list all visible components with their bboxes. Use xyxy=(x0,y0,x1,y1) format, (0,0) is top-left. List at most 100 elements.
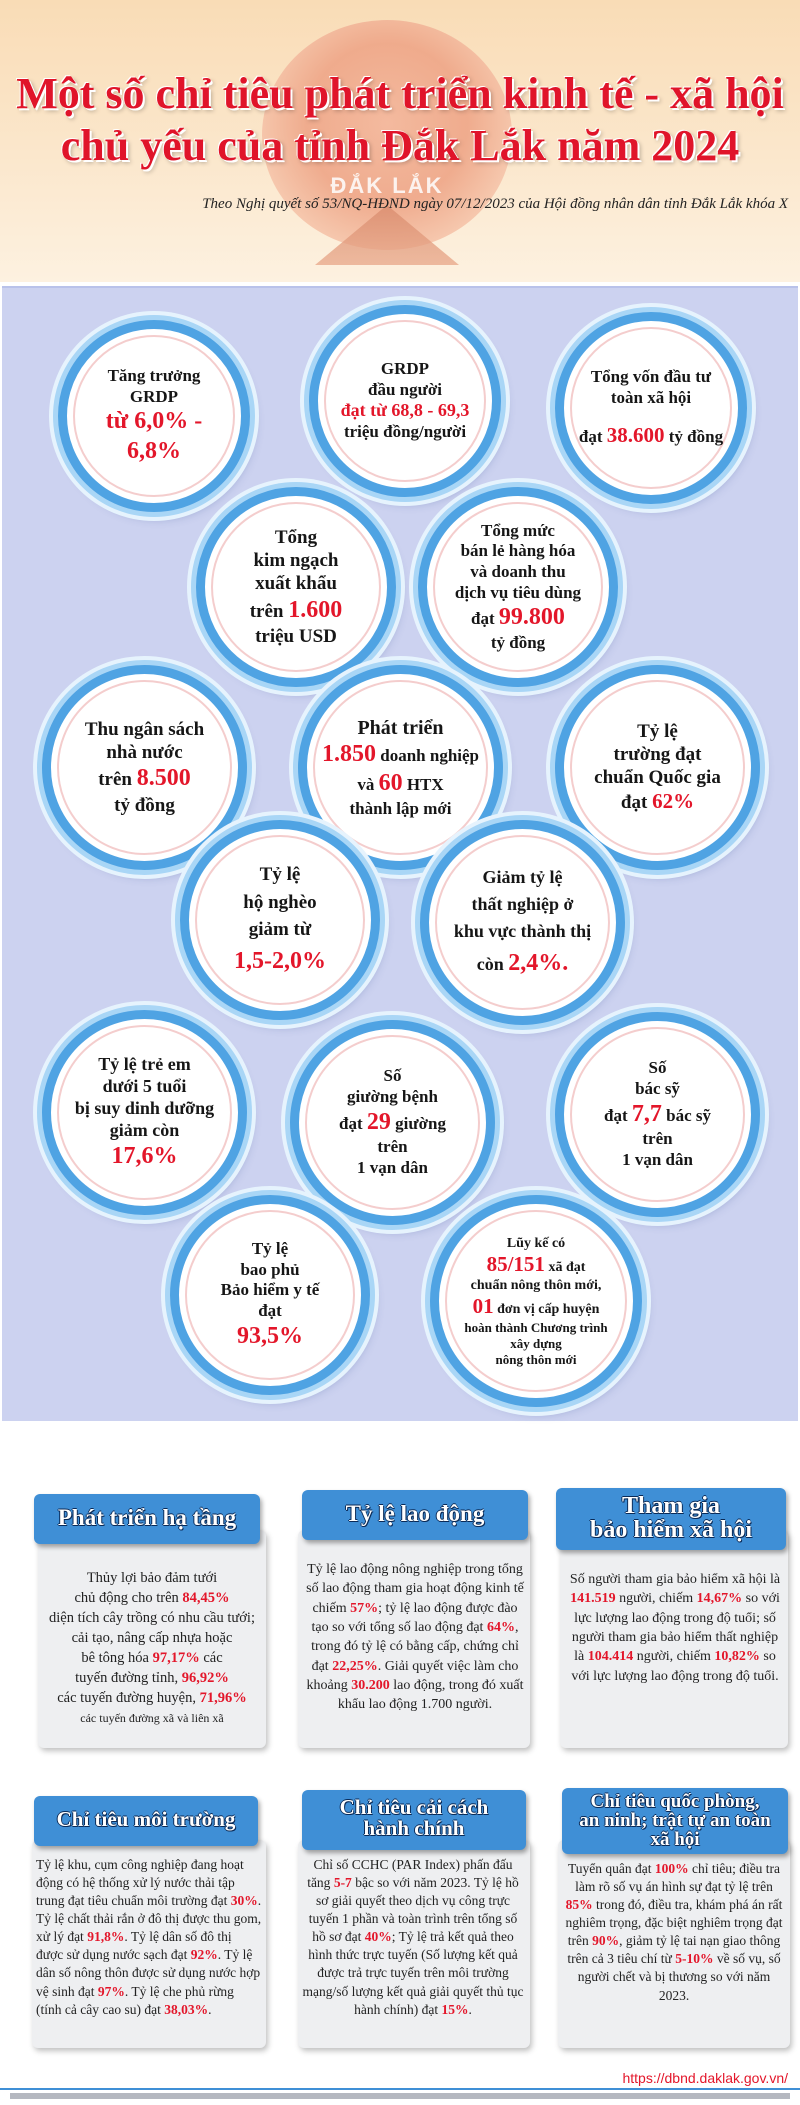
page-subtitle: Theo Nghị quyết số 53/NQ-HĐND ngày 07/12… xyxy=(202,196,788,212)
source-link[interactable]: https://dbnd.daklak.gov.vn/ xyxy=(622,2070,788,2086)
value: 90% xyxy=(592,1933,620,1949)
indicator-poverty: Tỷ lệ hộ nghèo giảm từ 1,5-2,0% xyxy=(180,820,380,1020)
text: . Tỷ lệ che phủ rừng (tính cả cây cao su… xyxy=(36,1983,234,2017)
text: các tuyến đường huyện, xyxy=(57,1690,200,1706)
label: Bảo hiểm y tế xyxy=(220,1280,320,1300)
label: Thu ngân sách xyxy=(84,719,205,741)
label: hộ nghèo xyxy=(243,891,317,913)
indicator-malnutrition: Tỷ lệ trẻ em dưới 5 tuổi bị suy dinh dưỡ… xyxy=(42,1010,247,1215)
indicator-grdp-growth: Tăng trưởng GRDP từ 6,0% - 6,8% xyxy=(58,320,250,512)
label: Tỷ lệ trẻ em xyxy=(98,1053,191,1074)
prefix: còn xyxy=(476,954,504,974)
value: 96,92% xyxy=(181,1670,229,1686)
value: 01 xyxy=(472,1294,494,1319)
unit: HTX xyxy=(406,775,444,795)
indicator-grdp-per-capita: GRDP đầu người đạt từ 68,8 - 69,3 triệu … xyxy=(309,305,501,497)
value: 93,5% xyxy=(237,1322,303,1349)
value: 97% xyxy=(97,1983,125,1999)
value: 5-10% xyxy=(675,1951,714,1967)
unit: triệu đồng/người xyxy=(343,422,467,442)
footer-divider xyxy=(0,2088,800,2090)
value: 71,96% xyxy=(199,1690,247,1706)
label: GRDP xyxy=(129,386,179,406)
label: Tỷ lệ xyxy=(251,1238,289,1258)
unit: tỷ đồng xyxy=(114,794,175,816)
value: 1.600 xyxy=(288,596,343,623)
prefix: đạt xyxy=(471,609,495,629)
text: người, chiếm xyxy=(615,1591,697,1607)
section-text: Tỷ lệ lao động nông nghiệp trong tổng số… xyxy=(306,1560,524,1715)
label: toàn xã hội xyxy=(610,388,692,408)
text: , trong đó tỷ lệ có bằng cấp, chứng chỉ … xyxy=(311,1619,519,1674)
value: 30.200 xyxy=(351,1677,390,1693)
unit: giường xyxy=(395,1113,446,1133)
text: . xyxy=(468,2001,472,2017)
label: giảm từ xyxy=(248,919,312,941)
label: đạt xyxy=(258,1301,282,1321)
unit: tỷ đồng xyxy=(668,426,724,446)
value: 1.850 xyxy=(322,741,376,768)
section-title: Phát triển hạ tầng xyxy=(34,1494,260,1544)
indicator-schools: Tỷ lệ trường đạt chuẩn Quốc gia đạt 62% xyxy=(555,665,760,870)
value: đạt từ 68,8 - 69,3 xyxy=(340,400,470,421)
unit: tỷ đồng xyxy=(490,632,546,652)
title-line: hành chính xyxy=(363,1816,465,1840)
label: Số xyxy=(648,1058,667,1078)
section-title: Tỷ lệ lao động xyxy=(302,1490,528,1540)
value: 91,8% xyxy=(87,1929,125,1945)
label: GRDP xyxy=(380,358,430,378)
section-title: Tham gia bảo hiểm xã hội xyxy=(556,1488,786,1550)
label: Tổng mức xyxy=(481,520,555,540)
indicator-unemployment: Giảm tỷ lệ thất nghiệp ở khu vực thành t… xyxy=(420,820,625,1025)
text: Số người tham gia bảo hiểm xã hội là xyxy=(569,1572,781,1587)
section-title: Chỉ tiêu quốc phòng, an ninh; trật tự an… xyxy=(562,1788,788,1854)
value: từ 6,0% - 6,8% xyxy=(105,408,203,464)
label: 1 vạn dân xyxy=(357,1157,428,1177)
value: 85% xyxy=(565,1897,593,1913)
label: hoàn thành Chương trình xyxy=(464,1319,608,1335)
value: 2,4%. xyxy=(508,950,569,976)
section-title: Chỉ tiêu cải cách hành chính xyxy=(302,1790,526,1850)
indicator-hospital-beds: Số giường bệnh đạt 29 giường trên 1 vạn … xyxy=(290,1020,495,1225)
label: Tỷ lệ xyxy=(637,720,678,742)
value: 10,82% xyxy=(714,1649,760,1665)
value: 29 xyxy=(366,1108,391,1135)
text: cải tạo, nâng cấp nhựa hoặc xyxy=(71,1630,233,1646)
text: . xyxy=(208,2001,212,2017)
section-text: Số người tham gia bảo hiểm xã hội là 141… xyxy=(568,1570,782,1686)
label: 1 vạn dân xyxy=(622,1149,693,1169)
indicator-retail: Tổng mức bán lẻ hàng hóa và doanh thu dị… xyxy=(418,487,618,687)
text: chủ động cho trên xyxy=(74,1590,183,1606)
label: đầu người xyxy=(368,379,442,399)
prefix: đạt xyxy=(578,426,603,446)
text: . Tỷ lệ dân số đô thị được sử dụng nước … xyxy=(36,1929,232,1963)
unit: triệu USD xyxy=(255,625,337,647)
page-title-line-1: Một số chỉ tiêu phát triển kinh tế - xã … xyxy=(16,69,784,118)
label: trên xyxy=(377,1137,408,1157)
label: dịch vụ tiêu dùng xyxy=(454,582,582,602)
value: 7,7 xyxy=(631,1100,662,1127)
text: . Tỷ lệ dân số nông thôn được sử dụng nư… xyxy=(36,1947,261,1999)
section-text: Tỷ lệ khu, cụm công nghiệp đang hoạt độn… xyxy=(36,1856,262,2019)
label: giảm còn xyxy=(109,1119,180,1140)
value: 8.500 xyxy=(136,765,191,792)
text: tuyến đường tỉnh, xyxy=(75,1670,182,1686)
value: 5-7 xyxy=(333,1875,352,1891)
prefix: và xyxy=(357,775,375,795)
indicator-new-rural: Lũy kế có 85/151 xã đạt chuẩn nông thôn … xyxy=(430,1195,642,1407)
title-line: Chỉ tiêu quốc phòng, xyxy=(590,1791,760,1812)
text: người, chiếm xyxy=(633,1649,715,1665)
text: lao động, trong đó xuất khẩu lao động 1.… xyxy=(337,1677,524,1713)
label: chuẩn Quốc gia xyxy=(594,767,721,789)
value: 22,25% xyxy=(332,1658,378,1674)
label: bị suy dinh dưỡng xyxy=(74,1097,215,1118)
text: Tỷ lệ lao động nông nghiệp trong tổng số… xyxy=(306,1562,524,1616)
text: ; Tỷ lệ trả kết quả theo hình thức trực … xyxy=(302,1929,524,2017)
label: trên xyxy=(642,1129,673,1149)
value: 60 xyxy=(378,770,403,797)
label: và doanh thu xyxy=(470,562,566,581)
text: ; tỷ lệ lao động được đào tạo so với tổn… xyxy=(311,1600,518,1635)
value: 97,17% xyxy=(152,1650,200,1666)
unit: bác sỹ xyxy=(666,1105,711,1125)
text: , giảm tỷ lệ tai nạn giao thông trên cả … xyxy=(567,1933,781,1967)
